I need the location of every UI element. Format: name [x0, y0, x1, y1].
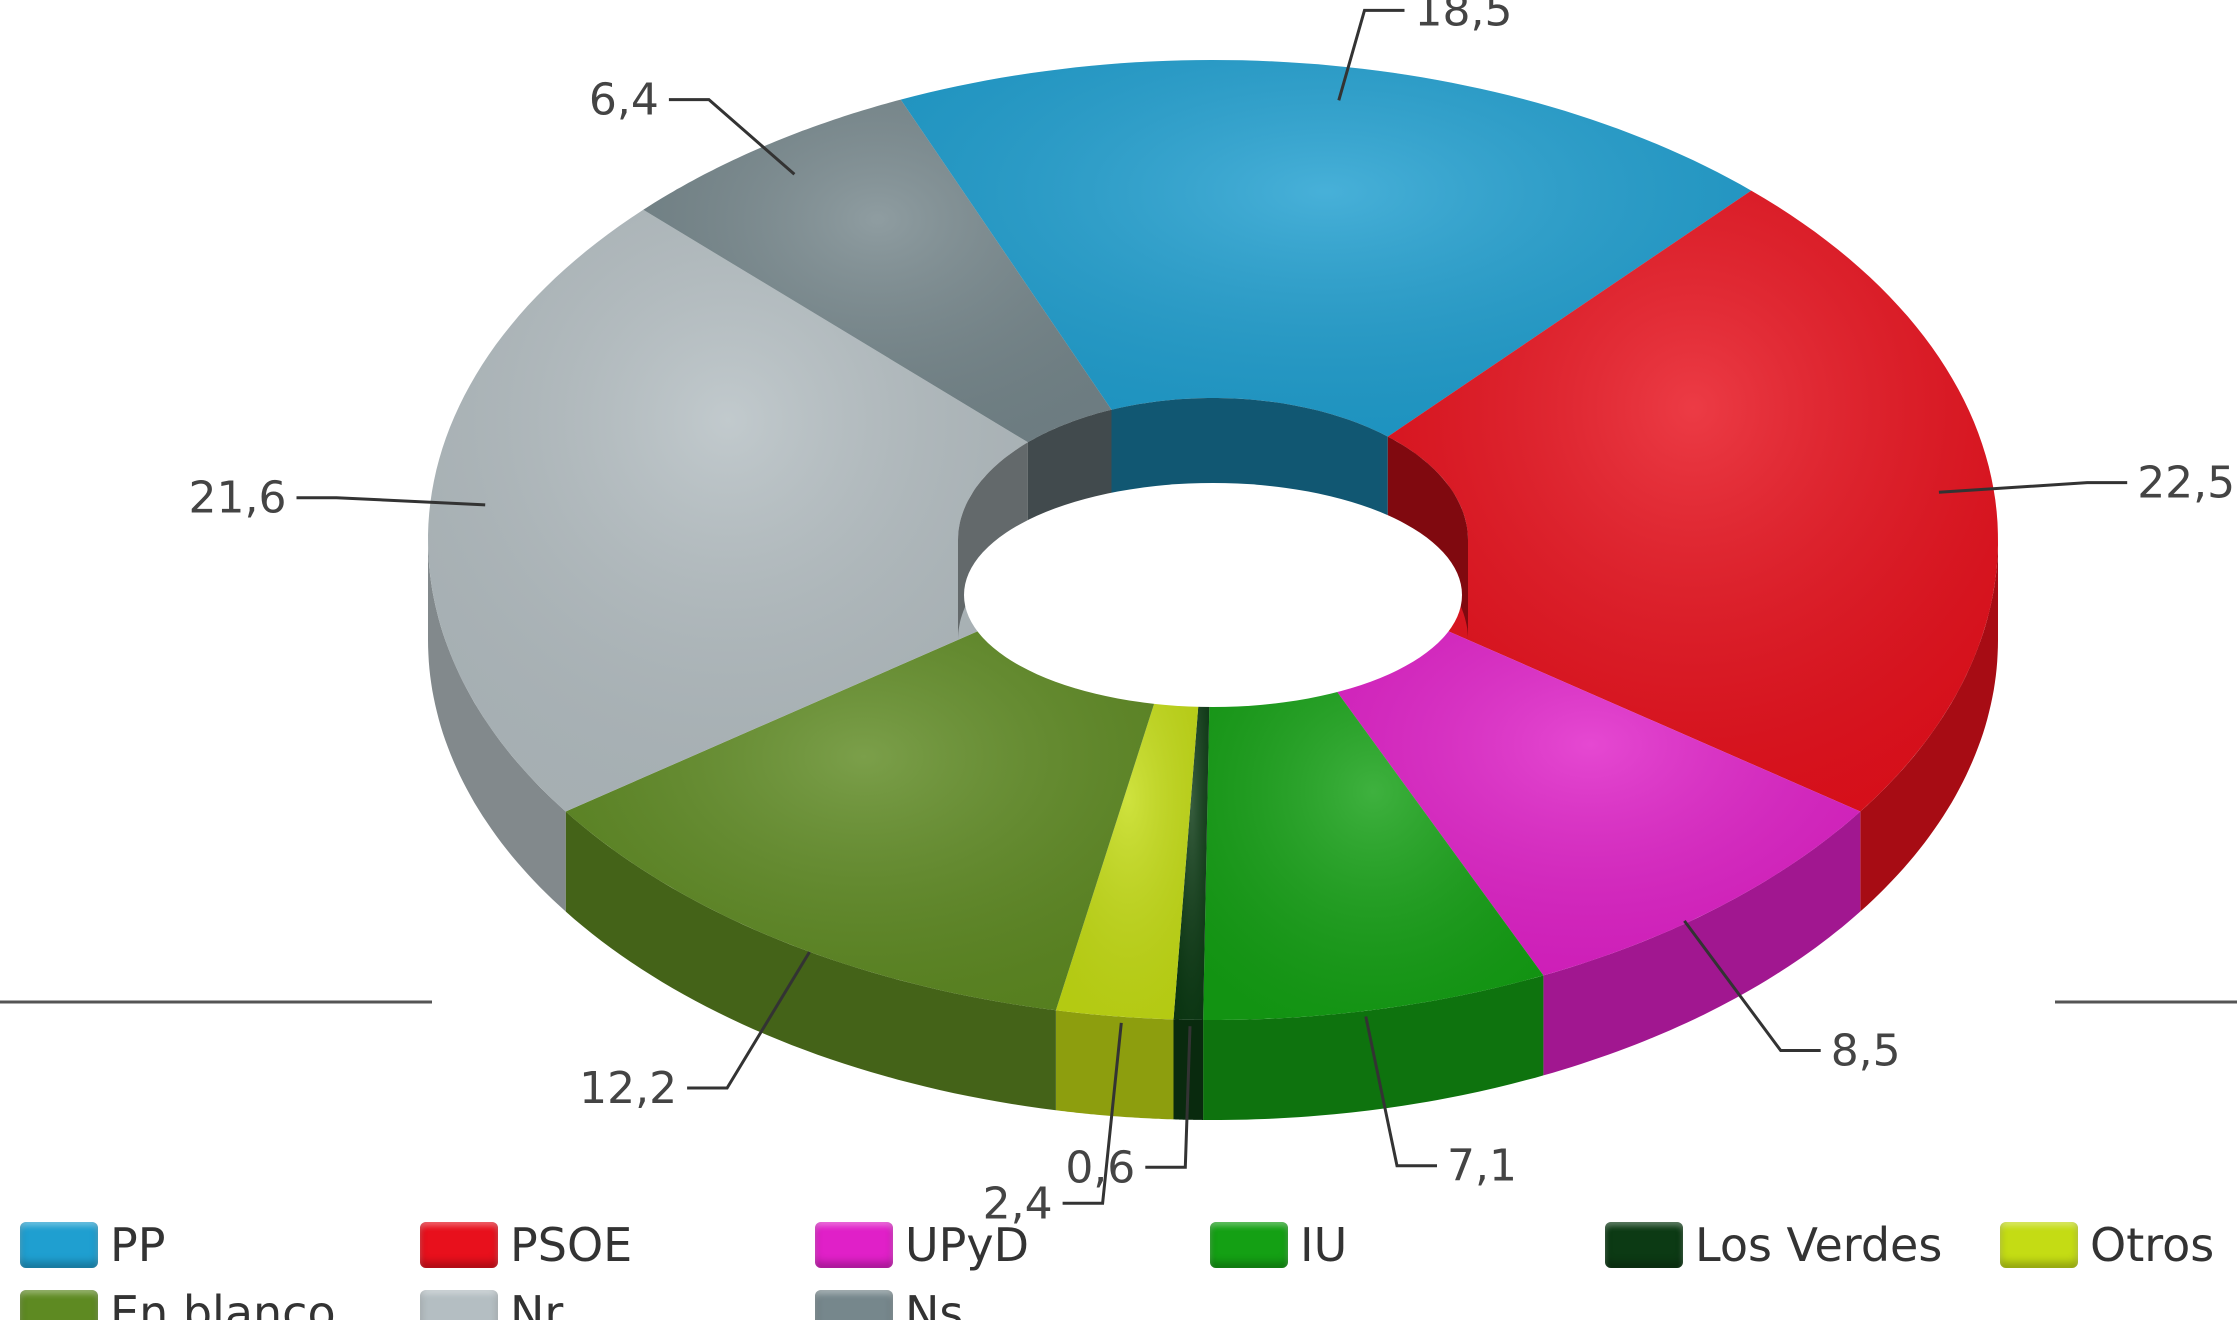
- legend-item-en-blanco: En blanco: [20, 1283, 336, 1320]
- value-label-psoe: 22,5: [2137, 458, 2235, 509]
- legend-swatch-pp: [20, 1222, 98, 1268]
- slice-gloss-upyd: [1320, 620, 1861, 976]
- slice-inner-wall-nr: [958, 442, 1028, 640]
- value-label-upyd: 8,5: [1831, 1026, 1901, 1077]
- legend-swatch-en-blanco: [20, 1290, 98, 1320]
- leader-line-psoe: [1938, 481, 2128, 494]
- legend-label-iu: IU: [1300, 1218, 1348, 1272]
- slice-gloss-pp: [900, 60, 1752, 437]
- legend-swatch-upyd: [815, 1222, 893, 1268]
- slice-gloss-en-blanco: [565, 620, 1162, 1011]
- legend-item-pp: PP: [20, 1215, 165, 1275]
- value-label-ns: 6,4: [589, 75, 659, 126]
- donut-label-layer: 18,5 22,5 8,5 7,1 0,62,4 12,2 21,6 6,4: [189, 0, 2236, 1229]
- legend-swatch-psoe: [420, 1222, 498, 1268]
- chart-legend: PP PSOE UPyD IU Los Verdes Otros En blanco Nr Ns: [0, 1215, 2237, 1320]
- slice-gloss-nr: [428, 209, 1028, 812]
- legend-swatch-otros: [2000, 1222, 2078, 1268]
- legend-label-pp: PP: [110, 1218, 166, 1272]
- legend-item-otros: Otros: [2000, 1215, 2214, 1275]
- leader-line-iu: [1364, 1016, 1437, 1168]
- slice-gloss-psoe: [1387, 190, 1998, 812]
- value-label-nr: 21,6: [189, 473, 287, 524]
- value-label-pp: 18,5: [1415, 0, 1513, 36]
- legend-label-ns: Ns: [905, 1286, 964, 1320]
- legend-swatch-los-verdes: [1605, 1222, 1683, 1268]
- legend-item-los-verdes: Los Verdes: [1605, 1215, 1942, 1275]
- slice-gloss-ns: [643, 99, 1112, 443]
- donut-hole-layer: [958, 398, 1468, 707]
- legend-label-otros: Otros: [2090, 1218, 2215, 1272]
- legend-item-ns: Ns: [815, 1283, 963, 1320]
- leader-line-pp: [1337, 8, 1405, 101]
- leader-line-otros: [1062, 1022, 1123, 1205]
- slice-side-nr: [428, 540, 566, 912]
- donut-hole: [964, 483, 1462, 707]
- legend-item-nr: Nr: [420, 1283, 563, 1320]
- legend-item-upyd: UPyD: [815, 1215, 1029, 1275]
- leader-line-upyd: [1683, 920, 1821, 1052]
- legend-swatch-ns: [815, 1290, 893, 1320]
- legend-label-psoe: PSOE: [510, 1218, 633, 1272]
- legend-label-nr: Nr: [510, 1286, 564, 1320]
- legend-swatch-iu: [1210, 1222, 1288, 1268]
- legend-label-upyd: UPyD: [905, 1218, 1030, 1272]
- leader-line-en-blanco: [687, 951, 811, 1090]
- slice-gloss-iu: [1203, 668, 1544, 1020]
- value-label-otros: 2,4: [983, 1178, 1053, 1229]
- slice-gloss-otros: [1055, 679, 1201, 1020]
- value-label-en-blanco: 12,2: [579, 1063, 677, 1114]
- leader-line-nr: [296, 496, 486, 507]
- leader-line-ns: [668, 98, 796, 176]
- slice-gloss-los-verdes: [1173, 681, 1210, 1020]
- slice-inner-wall-psoe: [1387, 436, 1468, 640]
- legend-swatch-nr: [420, 1290, 498, 1320]
- legend-label-en-blanco: En blanco: [110, 1286, 336, 1320]
- slice-side-otros: [1055, 1010, 1174, 1120]
- leader-line-los-verdes: [1145, 1026, 1192, 1169]
- value-label-los-verdes: 0,6: [1065, 1142, 1135, 1193]
- slice-side-psoe: [1860, 540, 1998, 912]
- legend-item-psoe: PSOE: [420, 1215, 632, 1275]
- donut-top-layer: [428, 60, 1998, 1020]
- legend-label-los-verdes: Los Verdes: [1695, 1218, 1943, 1272]
- slice-side-en-blanco: [565, 811, 1056, 1111]
- legend-item-iu: IU: [1210, 1215, 1347, 1275]
- value-label-iu: 7,1: [1447, 1141, 1517, 1192]
